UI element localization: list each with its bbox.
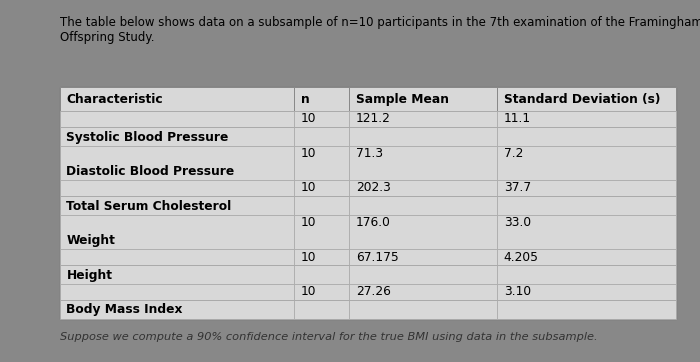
Text: Height: Height bbox=[66, 269, 113, 282]
Text: 10: 10 bbox=[300, 216, 316, 229]
Text: 71.3: 71.3 bbox=[356, 147, 383, 160]
Text: 27.26: 27.26 bbox=[356, 285, 391, 298]
Text: 10: 10 bbox=[300, 285, 316, 298]
Text: 7.2: 7.2 bbox=[504, 147, 523, 160]
Text: 37.7: 37.7 bbox=[504, 181, 531, 194]
Text: Diastolic Blood Pressure: Diastolic Blood Pressure bbox=[66, 165, 234, 178]
Text: Suppose we compute a 90% confidence interval for the true BMI using data in the : Suppose we compute a 90% confidence inte… bbox=[60, 332, 597, 342]
Text: 67.175: 67.175 bbox=[356, 251, 399, 264]
Text: 176.0: 176.0 bbox=[356, 216, 391, 229]
Text: 10: 10 bbox=[300, 181, 316, 194]
Text: 121.2: 121.2 bbox=[356, 112, 391, 125]
Text: The table below shows data on a subsample of n=10 participants in the 7th examin: The table below shows data on a subsampl… bbox=[60, 16, 700, 44]
Text: Weight: Weight bbox=[66, 234, 116, 247]
Text: 4.205: 4.205 bbox=[504, 251, 539, 264]
Text: 10: 10 bbox=[300, 251, 316, 264]
Text: 202.3: 202.3 bbox=[356, 181, 391, 194]
Text: n: n bbox=[300, 93, 309, 106]
Text: Characteristic: Characteristic bbox=[66, 93, 163, 106]
Text: 33.0: 33.0 bbox=[504, 216, 531, 229]
Text: 3.10: 3.10 bbox=[504, 285, 531, 298]
Text: Systolic Blood Pressure: Systolic Blood Pressure bbox=[66, 131, 229, 144]
Text: Standard Deviation (s): Standard Deviation (s) bbox=[504, 93, 660, 106]
Text: 11.1: 11.1 bbox=[504, 112, 531, 125]
Text: Total Serum Cholesterol: Total Serum Cholesterol bbox=[66, 200, 232, 213]
Text: Sample Mean: Sample Mean bbox=[356, 93, 449, 106]
Text: Body Mass Index: Body Mass Index bbox=[66, 303, 183, 316]
Text: 10: 10 bbox=[300, 112, 316, 125]
Text: 10: 10 bbox=[300, 147, 316, 160]
